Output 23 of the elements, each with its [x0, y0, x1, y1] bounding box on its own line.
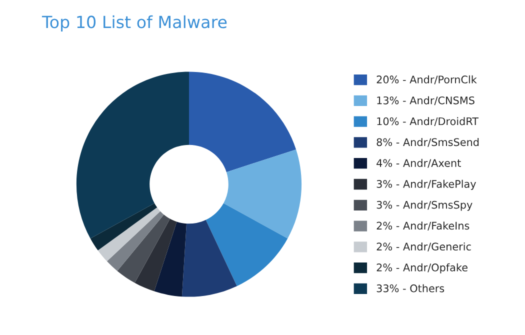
- chart-title: Top 10 List of Malware: [42, 15, 227, 32]
- donut-slice: [154, 222, 187, 297]
- legend-label: 33% - Others: [376, 284, 444, 292]
- legend-label: 2% - Andr/Generic: [376, 242, 471, 252]
- donut-slice: [224, 149, 302, 238]
- donut-slice: [76, 72, 189, 238]
- legend-label: 3% - Andr/SmsSpy: [376, 200, 472, 211]
- donut-slice: [189, 72, 296, 172]
- legend-label: 2% - Andr/Opfake: [376, 263, 468, 274]
- donut-slice: [117, 214, 170, 283]
- legend-label: 20% - Andr/PornClk: [376, 75, 477, 84]
- legend-label: 10% - Andr/DroidRT: [377, 117, 479, 126]
- donut-slice: [206, 203, 288, 286]
- donut-slice: [90, 203, 158, 250]
- legend-label: 2% - Andr/FakeIns: [376, 222, 470, 230]
- legend-label: 13% - Andr/CNSMS: [377, 96, 474, 106]
- donut-slice: [134, 218, 177, 292]
- donut-slice: [106, 211, 164, 271]
- donut-slice: [98, 207, 160, 262]
- legend-label: 3% - Andr/FakePlay: [376, 180, 476, 190]
- donut-slice: [182, 220, 237, 297]
- legend-label: 4% - Andr/Axent: [376, 158, 461, 168]
- legend-label: 8% - Andr/SmsSend: [376, 138, 479, 147]
